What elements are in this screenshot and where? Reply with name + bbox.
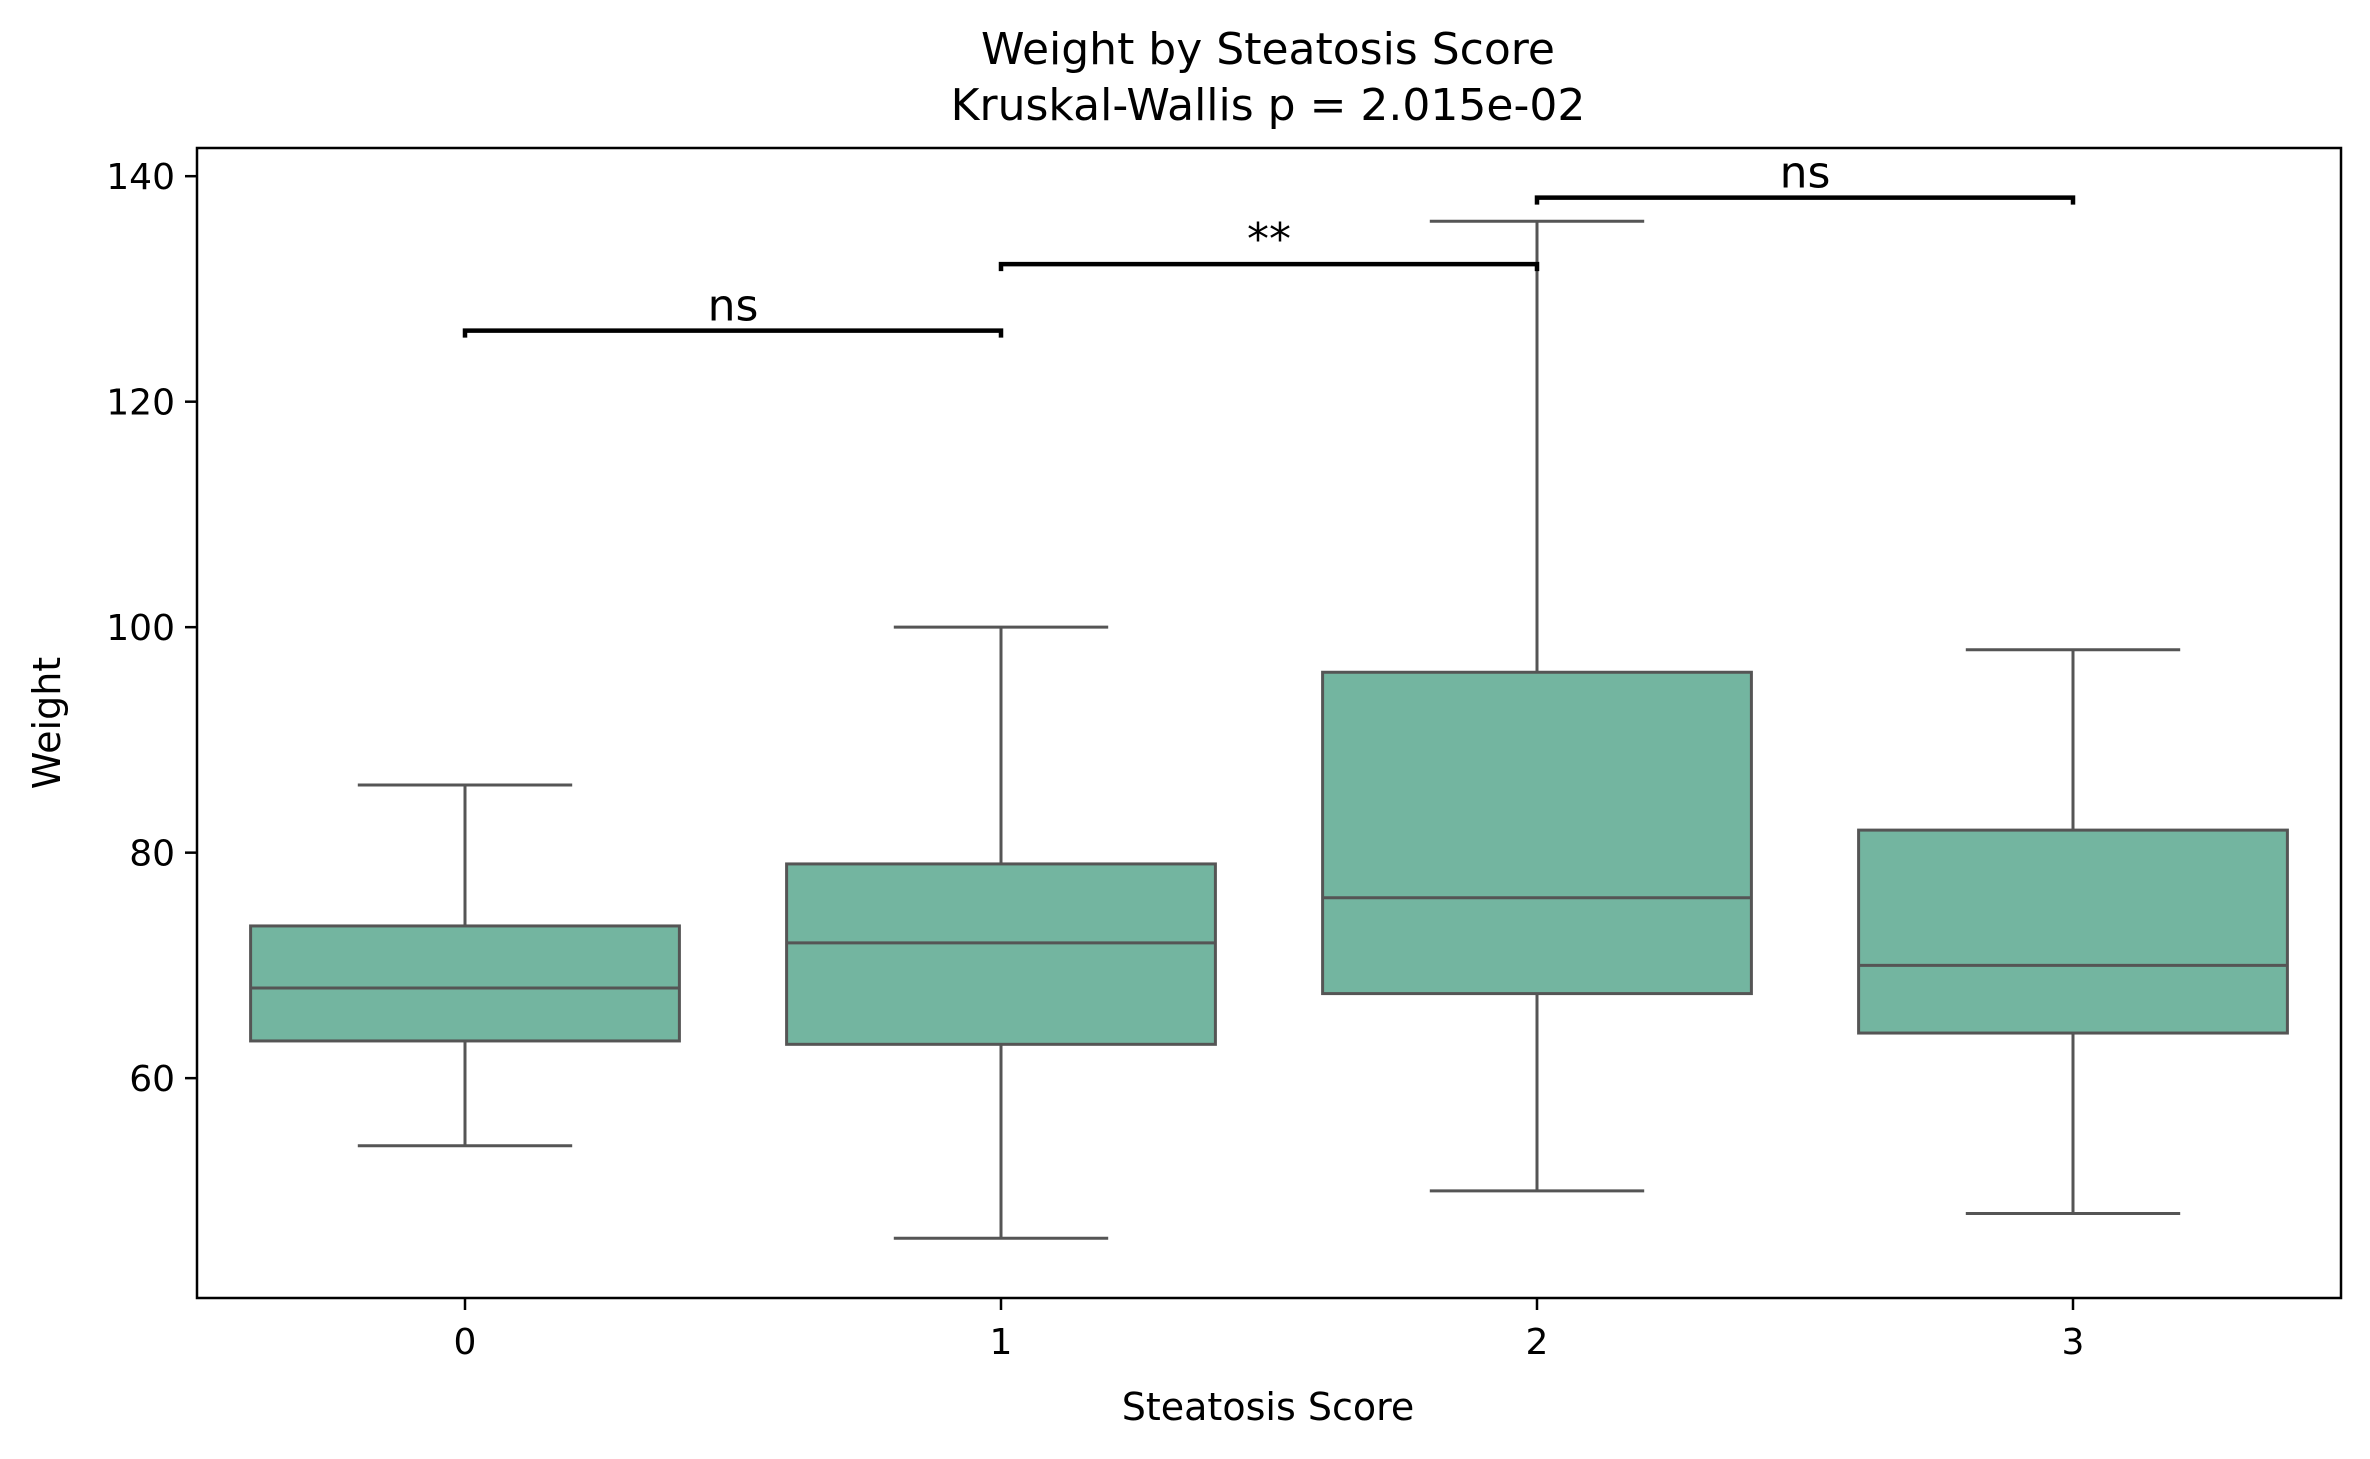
iqr-box <box>1857 828 2289 1035</box>
bracket-line <box>462 328 1004 338</box>
iqr-box <box>785 862 1217 1046</box>
box-series <box>249 219 2289 1240</box>
x-axis-label: Steatosis Score <box>1122 1385 1415 1429</box>
box-0 <box>249 783 681 1148</box>
x-tick-label: 2 <box>1526 1322 1549 1363</box>
plot-area <box>195 146 2343 1300</box>
y-tick-label: 120 <box>106 383 175 424</box>
y-tick-label: 100 <box>106 608 175 649</box>
iqr-box <box>1321 670 1753 996</box>
significance-annotations: ns ** ns <box>462 148 2076 338</box>
y-tick-label: 60 <box>129 1059 175 1100</box>
significance-bracket: ns <box>1534 148 2076 205</box>
y-tick-label: 80 <box>129 834 175 875</box>
x-tick-label: 0 <box>454 1322 477 1363</box>
x-axis: 0 1 2 3 <box>454 1298 2085 1363</box>
bracket-line <box>998 261 1540 272</box>
significance-bracket: ** <box>998 214 1540 272</box>
y-axis-label: Weight <box>25 657 69 789</box>
iqr-box <box>249 924 681 1043</box>
significance-label: ** <box>1247 214 1291 265</box>
significance-bracket: ns <box>462 281 1004 338</box>
x-tick-label: 3 <box>2062 1322 2085 1363</box>
significance-label: ns <box>708 281 759 332</box>
bracket-line <box>1534 195 2076 205</box>
box-2 <box>1321 219 1753 1193</box>
significance-label: ns <box>1780 148 1831 199</box>
chart-subtitle: Kruskal-Wallis p = 2.015e-02 <box>951 80 1586 131</box>
y-tick-label: 140 <box>106 157 175 198</box>
y-axis: 60 80 100 120 140 <box>106 157 197 1100</box>
chart-title: Weight by Steatosis Score <box>981 24 1555 75</box>
x-tick-label: 1 <box>990 1322 1013 1363</box>
box-1 <box>785 625 1217 1240</box>
box-3 <box>1857 648 2289 1215</box>
